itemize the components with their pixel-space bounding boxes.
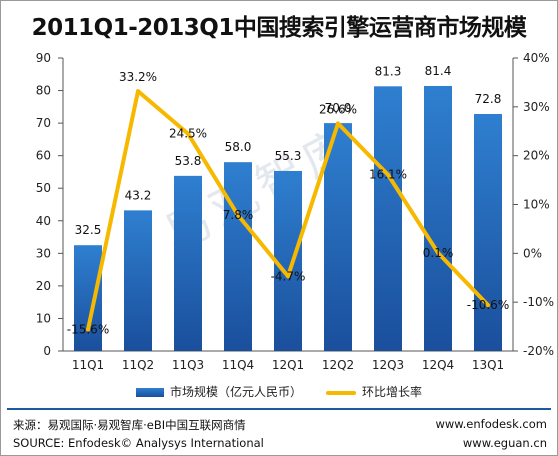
growth-value-label: 24.5% [169, 127, 207, 141]
legend-line-label: 环比增长率 [362, 385, 423, 399]
source-en: SOURCE: Enfodesk© Analysys International [13, 436, 264, 450]
y-right-tick-label: 10% [523, 198, 550, 212]
legend-item-bar: 市场规模（亿元人民币） [136, 383, 302, 400]
chart-canvas: 0 10 20 30 40 50 60 70 80 90 -20% -10% 0% 10% 20% 30% 40… [36, 51, 554, 372]
bar [274, 170, 302, 351]
bar-value-label: 43.2 [125, 188, 152, 202]
y-right-tick-label: 30% [523, 100, 550, 114]
x-tick-label: 12Q3 [372, 358, 404, 372]
x-tick-label: 11Q3 [172, 358, 204, 372]
growth-value-label: -10.6% [467, 298, 509, 312]
chart-title: 2011Q1-2013Q1中国搜索引擎运营商市场规模 [31, 15, 527, 41]
growth-point [286, 274, 290, 279]
bar [324, 123, 352, 351]
legend-bar-swatch [136, 388, 164, 397]
growth-value-label: 0.1% [423, 246, 454, 260]
growth-value-label: 16.1% [369, 168, 407, 182]
bar-value-label: 72.8 [475, 92, 502, 106]
bar [224, 162, 252, 351]
growth-value-label: -4.7% [271, 269, 306, 283]
y-left-tick-label: 80 [36, 84, 51, 98]
growth-point [486, 303, 490, 308]
y-left-tick-label: 90 [36, 51, 51, 65]
x-tick-label: 13Q1 [472, 358, 504, 372]
bar-value-label: 81.4 [425, 64, 452, 78]
x-tick-label: 11Q1 [72, 358, 104, 372]
y-left-tick-label: 60 [36, 149, 51, 163]
bar [474, 113, 502, 352]
y-left-tick-label: 70 [36, 116, 51, 130]
y-right-tick-label: 0% [523, 246, 542, 260]
y-left-tick-label: 20 [36, 279, 51, 293]
growth-point [436, 250, 440, 255]
bar [124, 210, 152, 351]
y-right-tick-label: -10% [523, 295, 554, 309]
growth-point [386, 172, 390, 177]
footer-rule [7, 408, 551, 410]
growth-point [136, 89, 140, 94]
x-tick-label: 12Q2 [322, 358, 354, 372]
bar [424, 85, 452, 352]
bar [74, 245, 102, 351]
growth-point [236, 213, 240, 218]
y-right-tick-label: 40% [523, 51, 550, 65]
bar-value-label: 81.3 [375, 64, 402, 78]
y-right-tick-label: -20% [523, 344, 554, 358]
legend-item-line: 环比增长率 [326, 383, 422, 400]
source-cn: 来源：易观国际·易观智库·eBI中国互联网商情 [13, 418, 246, 432]
growth-value-label: -15.6% [67, 323, 109, 337]
growth-value-label: 7.8% [223, 208, 254, 222]
legend-bar-label: 市场规模（亿元人民币） [170, 385, 303, 399]
y-left-tick-label: 50 [36, 181, 51, 195]
y-left-tick-label: 10 [36, 311, 51, 325]
x-tick-label: 11Q2 [122, 358, 154, 372]
bar-value-label: 58.0 [225, 140, 252, 154]
bar [174, 175, 202, 351]
x-tick-label: 12Q1 [272, 358, 304, 372]
y-left-tick-label: 40 [36, 214, 51, 228]
site-eguan: www.eguan.cn [462, 436, 547, 450]
bar-value-label: 55.3 [275, 149, 302, 163]
legend-line-swatch [326, 390, 356, 395]
y-left-tick-label: 30 [36, 246, 51, 260]
bar-value-label: 32.5 [75, 223, 102, 237]
x-tick-label: 11Q4 [222, 358, 254, 372]
x-tick-label: 12Q4 [422, 358, 454, 372]
bar [374, 86, 402, 351]
growth-point [336, 121, 340, 126]
bar-value-label: 53.8 [175, 154, 202, 168]
growth-value-label: 26.6% [319, 102, 357, 116]
growth-point [186, 131, 190, 136]
y-right-tick-label: 20% [523, 149, 550, 163]
growth-point [86, 327, 90, 332]
bar-value-label: 70.0 [325, 101, 352, 115]
growth-value-label: 33.2% [119, 70, 157, 84]
y-left-tick-label: 0 [43, 344, 51, 358]
site-enfodesk: www.enfodesk.com [435, 417, 547, 431]
